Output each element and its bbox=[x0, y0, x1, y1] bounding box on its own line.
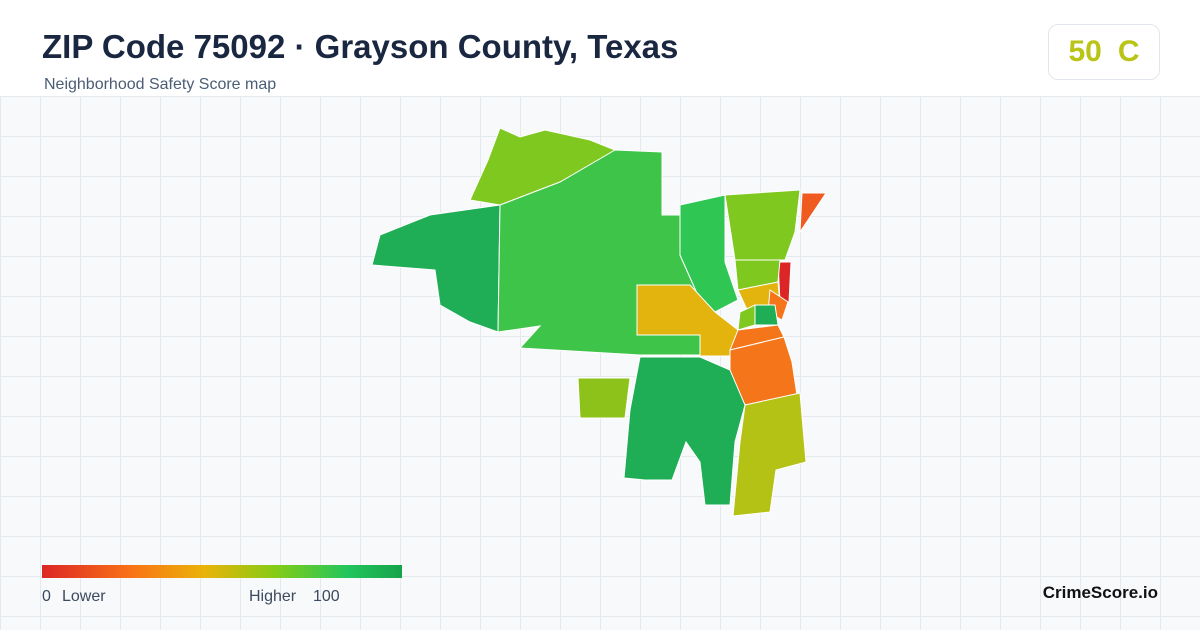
legend-min: 0 bbox=[42, 588, 51, 605]
score-grade: C bbox=[1117, 35, 1140, 68]
area bbox=[799, 192, 827, 234]
header: ZIP Code 75092 · Grayson County, Texas N… bbox=[0, 0, 1200, 96]
legend-gradient bbox=[42, 565, 402, 578]
legend-low-label: Lower bbox=[62, 588, 106, 605]
area bbox=[732, 392, 807, 517]
title: ZIP Code 75092 · Grayson County, Texas bbox=[42, 28, 679, 65]
legend-high-label: Higher bbox=[249, 588, 297, 605]
score-value: 50 bbox=[1068, 35, 1102, 68]
area bbox=[777, 261, 792, 303]
area bbox=[623, 356, 746, 506]
legend-max: 100 bbox=[313, 588, 340, 605]
area bbox=[754, 304, 779, 326]
area bbox=[737, 304, 756, 331]
subtitle: Neighborhood Safety Score map bbox=[44, 76, 277, 93]
score-badge: 50 C bbox=[1048, 24, 1160, 80]
area bbox=[577, 377, 631, 419]
area bbox=[371, 204, 501, 333]
brand: CrimeScore.io bbox=[1042, 583, 1158, 602]
area bbox=[679, 194, 739, 313]
area bbox=[724, 189, 801, 261]
